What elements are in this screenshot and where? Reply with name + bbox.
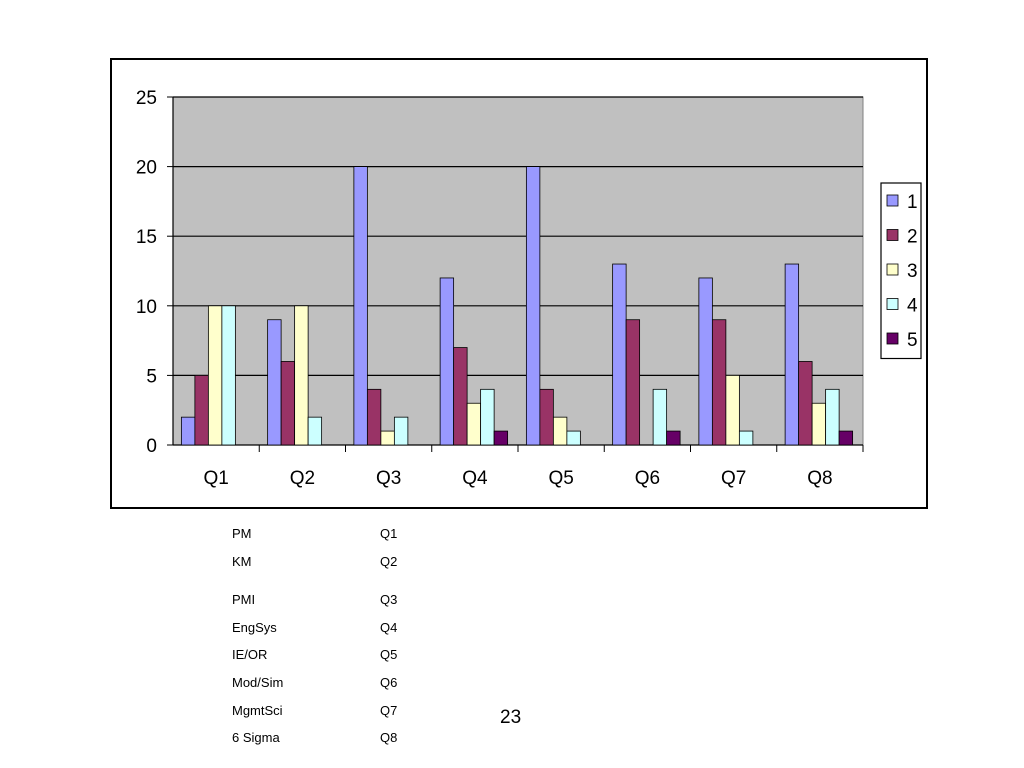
bar-series-2 — [711, 319, 727, 446]
bar-series-3 — [466, 402, 482, 446]
legend-swatch — [886, 229, 899, 241]
bar-series-5 — [666, 430, 681, 446]
y-tick-label: 5 — [146, 366, 157, 387]
bar-series-1 — [784, 263, 800, 446]
bar-series-2 — [366, 388, 382, 446]
x-tick-label: Q1 — [203, 468, 228, 489]
chart-frame: 0 5 10 15 20 25 Q1 Q2 Q3 Q4 Q5 Q6 Q7 Q8 1 2 3 4 5 — [110, 58, 928, 509]
bar-series-1 — [439, 277, 455, 446]
bar-series-3 — [811, 402, 827, 446]
legend-swatch — [886, 332, 899, 345]
mapping-code: Q2 — [380, 554, 398, 569]
mapping-label: PMI — [232, 592, 256, 607]
x-tick-label: Q3 — [376, 468, 401, 489]
legend-label: 1 — [907, 192, 918, 213]
x-tick-label: Q2 — [290, 468, 315, 489]
legend-swatch — [886, 298, 899, 310]
bar-series-4 — [566, 430, 581, 446]
x-tick-label: Q4 — [462, 468, 488, 489]
x-tick-label: Q5 — [548, 468, 573, 489]
bar-series-3 — [207, 305, 223, 446]
bar-series-5 — [838, 430, 854, 446]
bar-series-4 — [307, 416, 323, 446]
mapping-label: 6 Sigma — [232, 730, 280, 745]
bar-series-2 — [625, 319, 641, 446]
bar-series-5 — [493, 430, 509, 446]
bar-series-1 — [267, 319, 282, 446]
page-number: 23 — [500, 707, 522, 728]
x-tick-label: Q8 — [807, 468, 832, 489]
legend-label: 5 — [907, 330, 918, 351]
x-tick-label: Q6 — [635, 468, 660, 489]
bar-series-3 — [552, 416, 568, 446]
bar-series-4 — [652, 388, 668, 446]
bar-series-1 — [180, 416, 196, 446]
mapping-label: Mod/Sim — [232, 675, 284, 690]
mapping-code: Q3 — [380, 592, 398, 607]
mapping-code: Q1 — [380, 526, 398, 541]
bar-series-1 — [525, 166, 541, 446]
mapping-label: PM — [232, 526, 252, 541]
bar-series-2 — [539, 388, 554, 446]
x-tick-label: Q7 — [721, 468, 746, 489]
bar-chart: 0 5 10 15 20 25 Q1 Q2 Q3 Q4 Q5 Q6 Q7 Q8 1 2 3 4 5 — [136, 88, 922, 489]
bar-series-2 — [798, 361, 813, 446]
legend-label: 4 — [907, 296, 918, 317]
bar-series-4 — [393, 416, 409, 446]
bar-series-2 — [453, 347, 468, 446]
mapping-label: EngSys — [232, 620, 277, 635]
y-tick-label: 0 — [146, 436, 157, 457]
mapping-code: Q5 — [380, 647, 398, 662]
bar-series-1 — [612, 263, 627, 446]
mapping-code: Q7 — [380, 703, 398, 718]
bar-series-2 — [194, 374, 209, 446]
mapping-code: Q4 — [380, 620, 398, 635]
y-tick-label: 10 — [136, 297, 157, 318]
bar-series-3 — [380, 430, 395, 446]
legend-swatch — [886, 263, 899, 276]
bar-series-3 — [725, 374, 740, 446]
mapping-code: Q8 — [380, 730, 398, 745]
bar-series-4 — [480, 388, 495, 446]
y-tick-label: 15 — [136, 227, 157, 248]
bar-series-4 — [221, 305, 236, 446]
bar-series-3 — [294, 305, 309, 446]
bar-series-1 — [698, 277, 713, 446]
mapping-label: MgmtSci — [232, 703, 283, 718]
bar-series-2 — [280, 361, 296, 446]
bar-series-1 — [353, 166, 368, 446]
y-tick-label: 20 — [136, 158, 157, 179]
legend-label: 2 — [907, 227, 918, 248]
legend-label: 3 — [907, 261, 918, 282]
mapping-label: IE/OR — [232, 647, 268, 662]
y-tick-label: 25 — [136, 88, 157, 109]
mapping-code: Q6 — [380, 675, 398, 690]
legend-swatch — [886, 194, 899, 207]
bar-series-4 — [738, 430, 754, 446]
bar-series-4 — [825, 388, 840, 446]
mapping-label: KM — [232, 554, 252, 569]
